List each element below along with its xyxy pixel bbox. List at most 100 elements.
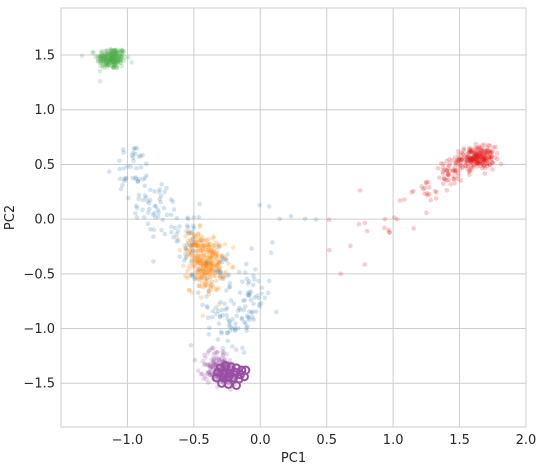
data-point xyxy=(208,371,213,377)
data-point xyxy=(206,269,211,274)
data-point xyxy=(244,261,249,267)
data-point xyxy=(224,257,229,263)
data-point xyxy=(203,262,209,268)
data-point xyxy=(106,53,111,58)
data-point xyxy=(233,347,239,353)
data-point xyxy=(211,234,216,239)
data-point xyxy=(211,346,216,351)
data-point xyxy=(204,263,209,269)
data-point xyxy=(484,161,490,167)
data-point xyxy=(109,51,114,56)
data-point xyxy=(103,57,109,63)
data-point xyxy=(459,157,465,162)
data-point xyxy=(441,176,447,181)
data-point xyxy=(110,54,115,60)
data-point xyxy=(144,161,149,167)
y-tick-label: 1.0 xyxy=(34,103,55,118)
data-point xyxy=(475,160,481,165)
data-point xyxy=(469,156,475,161)
data-point xyxy=(213,268,218,274)
data-point xyxy=(209,282,214,288)
data-point xyxy=(468,157,474,162)
data-point xyxy=(468,148,473,153)
data-point xyxy=(185,230,191,235)
data-point xyxy=(108,56,113,62)
data-point xyxy=(109,59,115,65)
data-point xyxy=(466,157,472,162)
data-point xyxy=(487,150,493,156)
data-point xyxy=(195,368,201,374)
data-point xyxy=(210,365,216,370)
data-point xyxy=(101,54,106,60)
data-point xyxy=(132,151,138,157)
data-point xyxy=(485,149,490,155)
data-point xyxy=(441,181,446,187)
data-point xyxy=(479,150,484,155)
data-point xyxy=(471,154,476,160)
data-point xyxy=(215,262,220,268)
data-point xyxy=(105,48,110,53)
data-point xyxy=(192,258,198,264)
data-point xyxy=(196,214,202,220)
data-point xyxy=(185,215,190,221)
data-point xyxy=(218,329,224,335)
data-point xyxy=(455,149,461,154)
data-point xyxy=(112,60,118,65)
data-point xyxy=(214,255,220,260)
data-point xyxy=(477,153,482,158)
data-point xyxy=(217,267,222,273)
data-point xyxy=(161,205,167,211)
data-point xyxy=(103,48,109,54)
data-point xyxy=(98,54,104,60)
data-point xyxy=(239,316,245,322)
data-point xyxy=(134,146,140,151)
data-point xyxy=(90,49,95,55)
data-point xyxy=(478,161,484,166)
data-point xyxy=(208,285,213,290)
data-point xyxy=(201,251,206,257)
data-point xyxy=(100,53,106,58)
data-point xyxy=(100,58,106,63)
data-point xyxy=(441,161,446,167)
highlighted-point xyxy=(218,373,228,383)
data-point xyxy=(461,147,467,153)
data-point xyxy=(99,59,105,65)
data-point xyxy=(428,197,434,203)
data-point xyxy=(472,156,477,162)
data-point xyxy=(111,49,117,54)
data-point xyxy=(218,257,224,263)
data-point xyxy=(449,157,455,163)
data-point xyxy=(198,254,204,259)
data-point xyxy=(107,58,112,63)
data-point xyxy=(471,164,476,170)
data-point xyxy=(191,232,196,237)
data-point xyxy=(183,246,188,252)
data-point xyxy=(113,57,119,63)
data-point xyxy=(424,210,429,216)
data-point xyxy=(220,349,225,354)
data-point xyxy=(106,50,112,56)
data-point xyxy=(183,245,189,251)
data-point xyxy=(480,156,485,161)
data-point xyxy=(108,63,114,68)
data-point xyxy=(199,258,205,263)
data-point xyxy=(477,154,483,159)
data-point xyxy=(471,154,477,160)
data-point xyxy=(160,217,166,223)
data-point xyxy=(244,328,249,334)
data-point xyxy=(455,173,461,179)
data-point xyxy=(103,62,108,68)
data-point xyxy=(466,150,472,155)
data-point xyxy=(119,51,125,56)
data-point xyxy=(468,157,474,162)
data-point xyxy=(466,150,472,155)
data-point xyxy=(162,189,167,195)
data-point xyxy=(468,166,474,171)
data-point xyxy=(452,181,457,186)
data-point xyxy=(114,60,120,66)
data-point xyxy=(191,225,197,231)
data-point xyxy=(456,157,462,163)
data-point xyxy=(460,151,465,156)
data-point xyxy=(216,308,221,314)
highlighted-point xyxy=(239,372,249,382)
